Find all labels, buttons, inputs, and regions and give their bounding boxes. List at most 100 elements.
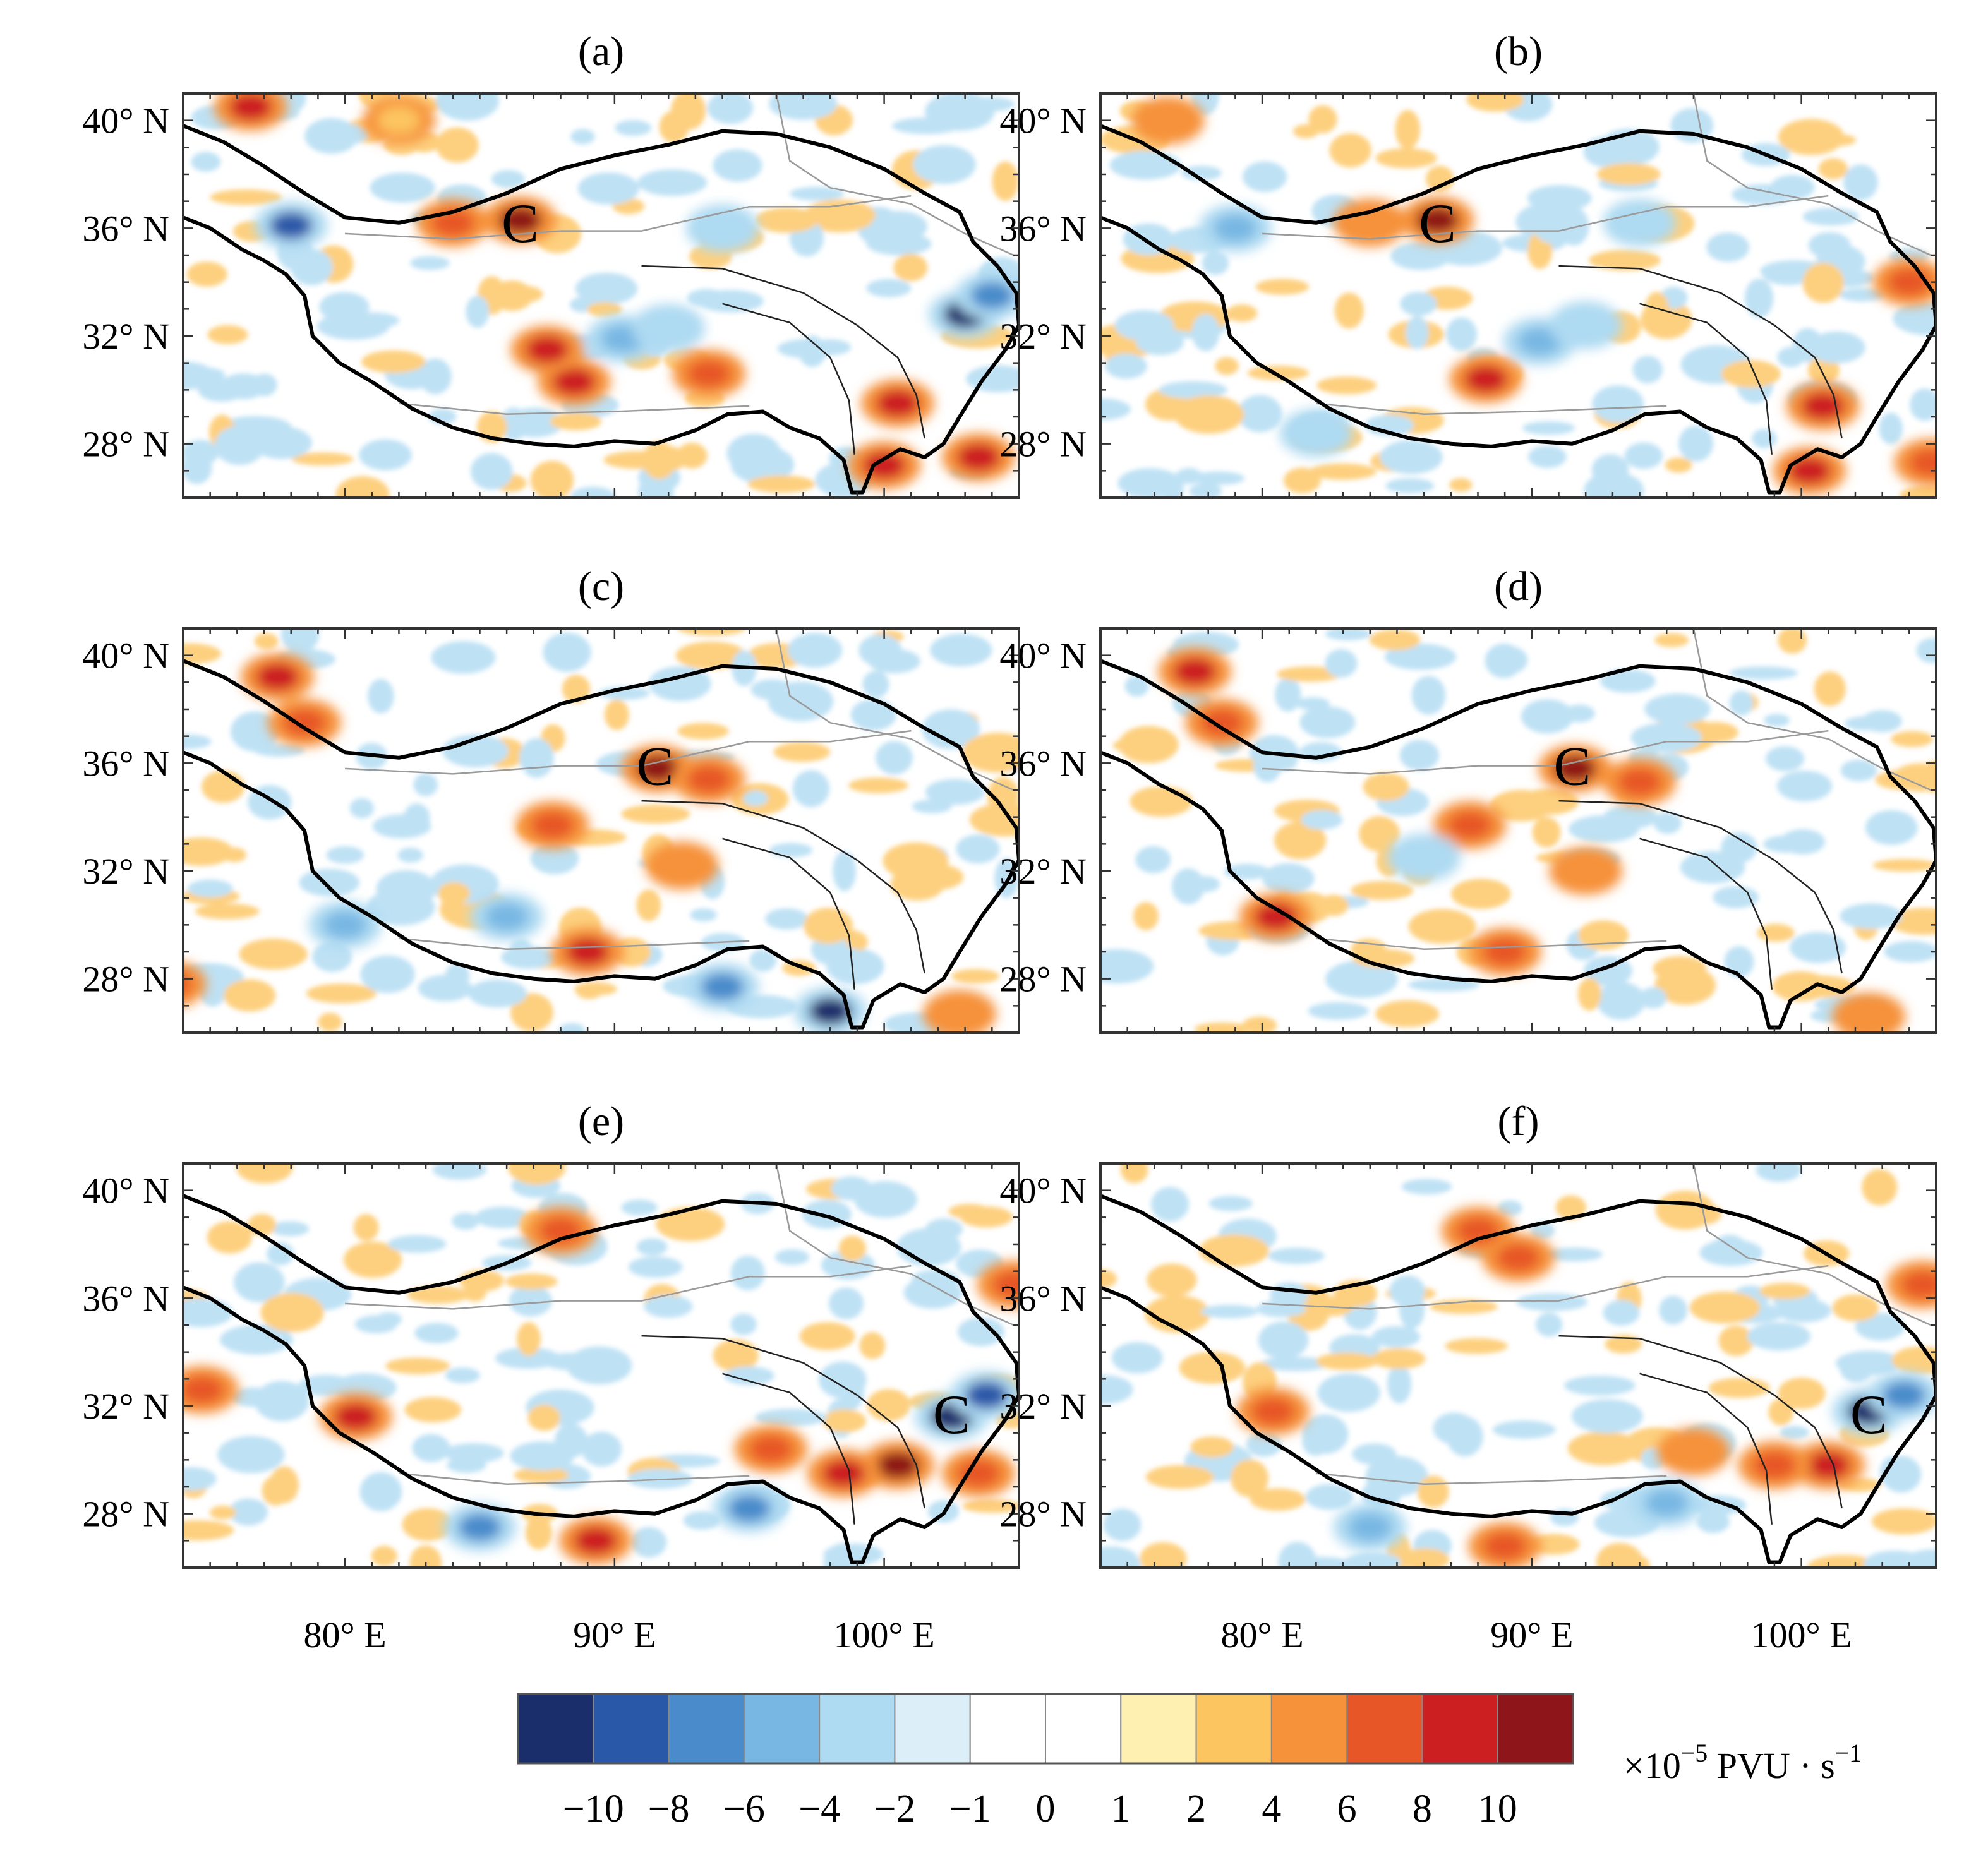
pv-speckle xyxy=(828,1287,864,1319)
colorbar-segment xyxy=(1195,1693,1272,1764)
pv-speckle xyxy=(876,741,913,775)
pv-speckle xyxy=(1812,133,1857,147)
pv-speckle xyxy=(621,804,690,824)
pv-speckle xyxy=(1124,675,1149,697)
pv-speckle xyxy=(1563,1375,1636,1396)
pv-speckle xyxy=(1528,445,1567,468)
pv-speckle xyxy=(1100,1546,1139,1568)
pv-speckle xyxy=(1238,395,1282,433)
pv-speckle xyxy=(1385,478,1435,494)
lat-tick-label: 28° N xyxy=(999,424,1087,465)
pv-speckle xyxy=(410,256,450,270)
colorbar-segment xyxy=(668,1693,745,1764)
pv-speckle xyxy=(1369,629,1421,651)
pv-speckle xyxy=(1111,1342,1163,1374)
pv-speckle xyxy=(1301,810,1343,830)
pv-speckle xyxy=(1529,1534,1580,1555)
pv-speckle xyxy=(359,1472,402,1511)
map-frame xyxy=(1099,627,1937,1034)
pv-speckle xyxy=(1655,1191,1715,1230)
lat-tick-label: 40° N xyxy=(999,635,1087,676)
pv-speckle xyxy=(840,1369,865,1410)
map-panel-b: (b) C 40° N 36° N 32° N 28° N xyxy=(999,28,1937,499)
pv-anomaly xyxy=(1200,709,1244,737)
boundary-line xyxy=(1316,402,1667,415)
pv-anomaly xyxy=(1251,1397,1295,1426)
pv-speckle xyxy=(214,426,265,465)
pv-speckle xyxy=(799,1322,855,1350)
pv-anomaly xyxy=(498,206,542,234)
pv-speckle xyxy=(1536,1312,1563,1337)
pv-speckle xyxy=(1879,412,1903,445)
pv-speckle xyxy=(1839,287,1885,302)
pv-speckle xyxy=(1123,223,1174,255)
pv-anomaly xyxy=(283,709,327,737)
pv-speckle xyxy=(1268,1247,1325,1264)
pv-speckle xyxy=(838,1235,867,1262)
pv-anomaly xyxy=(687,765,731,793)
pv-speckle xyxy=(925,93,995,131)
pv-speckle xyxy=(372,814,431,839)
cyclone-marker: C xyxy=(502,193,539,255)
pv-speckle xyxy=(822,1409,867,1433)
pv-speckle xyxy=(474,1206,531,1228)
pv-speckle xyxy=(1198,1234,1270,1267)
lat-tick-label: 28° N xyxy=(82,1494,169,1535)
pv-speckle xyxy=(1790,932,1846,963)
pv-speckle xyxy=(957,1317,1004,1347)
pv-speckle xyxy=(223,979,276,1012)
pv-anomaly xyxy=(1448,811,1491,839)
pv-speckle xyxy=(1200,1304,1258,1318)
pv-anomaly xyxy=(1416,206,1459,234)
colorbar-segment xyxy=(1497,1693,1574,1764)
boundary-line xyxy=(345,729,912,775)
pv-speckle xyxy=(1865,810,1918,845)
map-frame xyxy=(1099,92,1937,499)
pv-speckle xyxy=(1375,1000,1440,1028)
pv-speckle xyxy=(1916,638,1936,663)
pv-speckle xyxy=(1316,1352,1378,1371)
pv-speckle xyxy=(637,169,708,196)
pv-speckle xyxy=(1871,1508,1936,1535)
pv-speckle xyxy=(361,350,426,373)
pv-speckle xyxy=(201,770,245,803)
pv-speckle xyxy=(925,779,985,805)
pv-speckle xyxy=(1605,1335,1642,1354)
pv-speckle xyxy=(543,1352,599,1371)
pv-speckle xyxy=(442,1443,504,1463)
lat-tick-label: 36° N xyxy=(999,743,1087,784)
pv-speckle xyxy=(186,261,227,287)
pv-speckle xyxy=(1764,714,1790,727)
pv-speckle xyxy=(412,1434,450,1462)
colorbar-label: 6 xyxy=(1337,1787,1357,1830)
pv-speckle xyxy=(1756,1163,1802,1182)
pv-speckle xyxy=(183,1298,233,1328)
pv-anomaly xyxy=(1752,1451,1796,1479)
colorbar-segment xyxy=(743,1693,821,1764)
pv-speckle xyxy=(1181,165,1222,181)
pv-anomaly xyxy=(647,314,690,342)
pv-speckle xyxy=(1752,429,1777,448)
pv-speckle xyxy=(749,949,777,972)
pv-speckle xyxy=(638,473,674,498)
pv-speckle xyxy=(1425,165,1454,192)
pv-speckle xyxy=(769,843,813,858)
pv-anomaly xyxy=(876,1451,919,1479)
pv-speckle xyxy=(371,1546,397,1567)
pv-speckle xyxy=(525,1515,552,1550)
pv-anomaly xyxy=(323,911,367,939)
pv-speckle xyxy=(1521,699,1574,734)
pv-speckle xyxy=(1371,1348,1426,1369)
pv-speckle xyxy=(435,127,479,163)
pv-speckle xyxy=(1596,1542,1643,1568)
plateau-boundary xyxy=(183,1194,1019,1564)
pv-anomaly xyxy=(809,997,852,1025)
pv-anomaly xyxy=(1788,457,1831,485)
pv-speckle xyxy=(1665,457,1692,473)
pv-speckle xyxy=(581,1431,622,1467)
colorbar-segment xyxy=(593,1693,670,1764)
pv-speckle xyxy=(677,723,729,740)
pv-speckle xyxy=(1527,185,1592,212)
pv-speckle xyxy=(1589,249,1661,271)
